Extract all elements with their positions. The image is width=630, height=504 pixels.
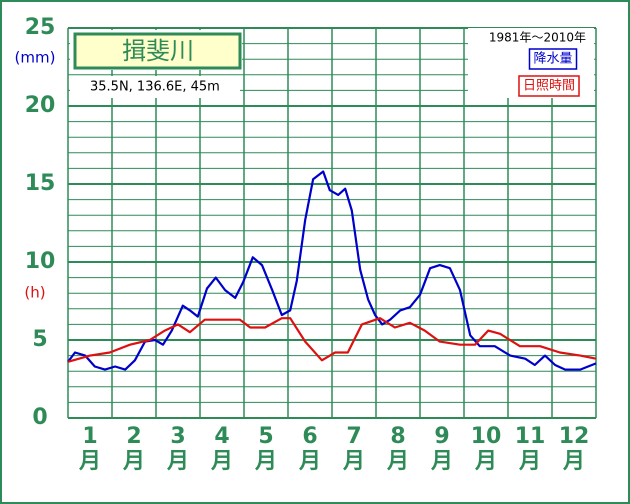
subtitle-mask bbox=[70, 76, 240, 98]
series-line bbox=[67, 170, 597, 371]
x-tick-label: 3 bbox=[170, 424, 185, 449]
x-tick-label: 6 bbox=[302, 424, 317, 449]
series-line bbox=[67, 317, 597, 363]
legend-label: 日照時間 bbox=[523, 79, 575, 94]
x-unit-label: 月 bbox=[78, 449, 101, 474]
x-unit-label: 月 bbox=[342, 449, 365, 474]
x-unit-label: 月 bbox=[210, 449, 233, 474]
x-tick-label: 10 bbox=[471, 424, 502, 449]
title-box bbox=[73, 32, 242, 70]
x-tick-label: 5 bbox=[258, 424, 273, 449]
x-tick-label: 7 bbox=[346, 424, 361, 449]
y-tick-label: 20 bbox=[25, 93, 56, 118]
x-unit-label: 月 bbox=[254, 449, 277, 474]
legend-box bbox=[528, 48, 578, 70]
x-unit-label: 月 bbox=[122, 449, 145, 474]
x-tick-label: 8 bbox=[390, 424, 405, 449]
x-tick-label: 9 bbox=[434, 424, 449, 449]
x-tick-label: 2 bbox=[126, 424, 141, 449]
legend-mask bbox=[468, 28, 594, 98]
x-unit-label: 月 bbox=[386, 449, 409, 474]
x-tick-label: 4 bbox=[214, 424, 229, 449]
legend-box bbox=[518, 75, 580, 97]
y-tick-label: 0 bbox=[32, 405, 47, 430]
y-unit-right: (h) bbox=[24, 284, 45, 302]
x-unit-label: 月 bbox=[166, 449, 189, 474]
y-unit-left: (mm) bbox=[15, 49, 56, 67]
x-unit-label: 月 bbox=[562, 449, 585, 474]
x-unit-label: 月 bbox=[474, 449, 497, 474]
y-tick-label: 15 bbox=[25, 171, 56, 196]
period: 1981年～2010年 bbox=[489, 31, 586, 45]
x-unit-label: 月 bbox=[518, 449, 541, 474]
x-tick-label: 12 bbox=[559, 424, 590, 449]
x-unit-label: 月 bbox=[298, 449, 321, 474]
x-tick-label: 1 bbox=[82, 424, 97, 449]
subtitle: 35.5N, 136.6E, 45m bbox=[90, 80, 220, 95]
x-tick-label: 11 bbox=[515, 424, 546, 449]
y-tick-label: 25 bbox=[25, 15, 56, 40]
y-tick-label: 5 bbox=[32, 327, 47, 352]
legend-label: 降水量 bbox=[533, 52, 572, 67]
y-tick-label: 10 bbox=[25, 249, 56, 274]
x-unit-label: 月 bbox=[430, 449, 453, 474]
chart-title: 揖斐川 bbox=[122, 37, 194, 65]
